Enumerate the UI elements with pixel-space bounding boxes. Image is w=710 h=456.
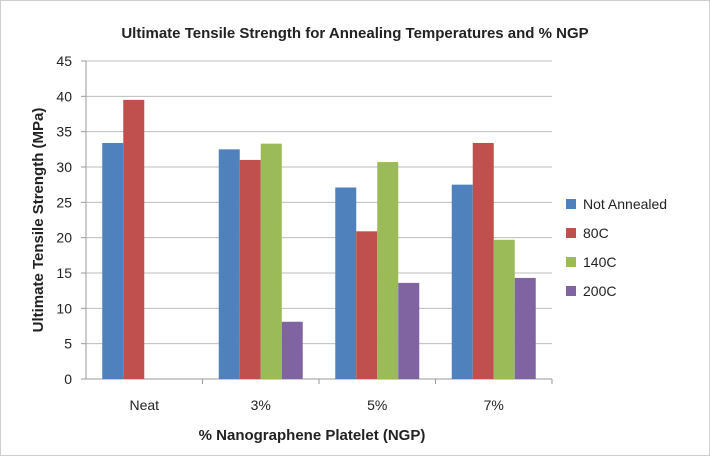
bar — [493, 239, 515, 379]
y-tick-label: 20 — [56, 230, 72, 246]
bar — [335, 187, 357, 379]
y-tick-label: 10 — [56, 300, 72, 316]
bar — [514, 277, 536, 379]
bar — [281, 321, 303, 379]
y-tick-label: 0 — [64, 371, 72, 387]
bar — [356, 231, 378, 379]
bar — [239, 159, 261, 379]
legend: Not Annealed 80C 140C 200C — [566, 196, 667, 299]
legend-label: 200C — [583, 283, 616, 299]
y-tick-label: 45 — [56, 53, 72, 69]
bars — [102, 99, 536, 379]
x-tick-label: 3% — [251, 397, 271, 413]
bar — [218, 149, 240, 379]
legend-swatch — [566, 199, 576, 209]
x-axis-title: % Nanographene Platelet (NGP) — [199, 427, 426, 444]
bar — [102, 142, 124, 379]
x-tick-label: Neat — [129, 397, 159, 413]
x-tick-label: 7% — [484, 397, 504, 413]
legend-label: 80C — [583, 225, 609, 241]
legend-label: 140C — [583, 254, 616, 270]
bar — [123, 99, 145, 379]
y-tick-labels: 0 5 10 15 20 25 30 35 40 45 — [56, 53, 72, 387]
chart-title: Ultimate Tensile Strength for Annealing … — [121, 25, 588, 42]
x-tick-label: 5% — [367, 397, 387, 413]
bar — [398, 282, 420, 379]
legend-label: Not Annealed — [583, 196, 667, 212]
y-axis-title: Ultimate Tensile Strength (MPa) — [30, 108, 47, 333]
y-tick-label: 35 — [56, 124, 72, 140]
y-tick-label: 15 — [56, 265, 72, 281]
legend-swatch — [566, 228, 576, 238]
bar — [260, 143, 282, 379]
legend-swatch — [566, 286, 576, 296]
bar — [451, 184, 473, 379]
y-tick-label: 25 — [56, 194, 72, 210]
y-tick-label: 30 — [56, 159, 72, 175]
bar — [472, 142, 494, 379]
x-tick-labels: Neat 3% 5% 7% — [129, 397, 503, 413]
y-tick-label: 5 — [64, 336, 72, 352]
y-tick-label: 40 — [56, 88, 72, 104]
bar — [377, 162, 399, 379]
legend-swatch — [566, 257, 576, 267]
